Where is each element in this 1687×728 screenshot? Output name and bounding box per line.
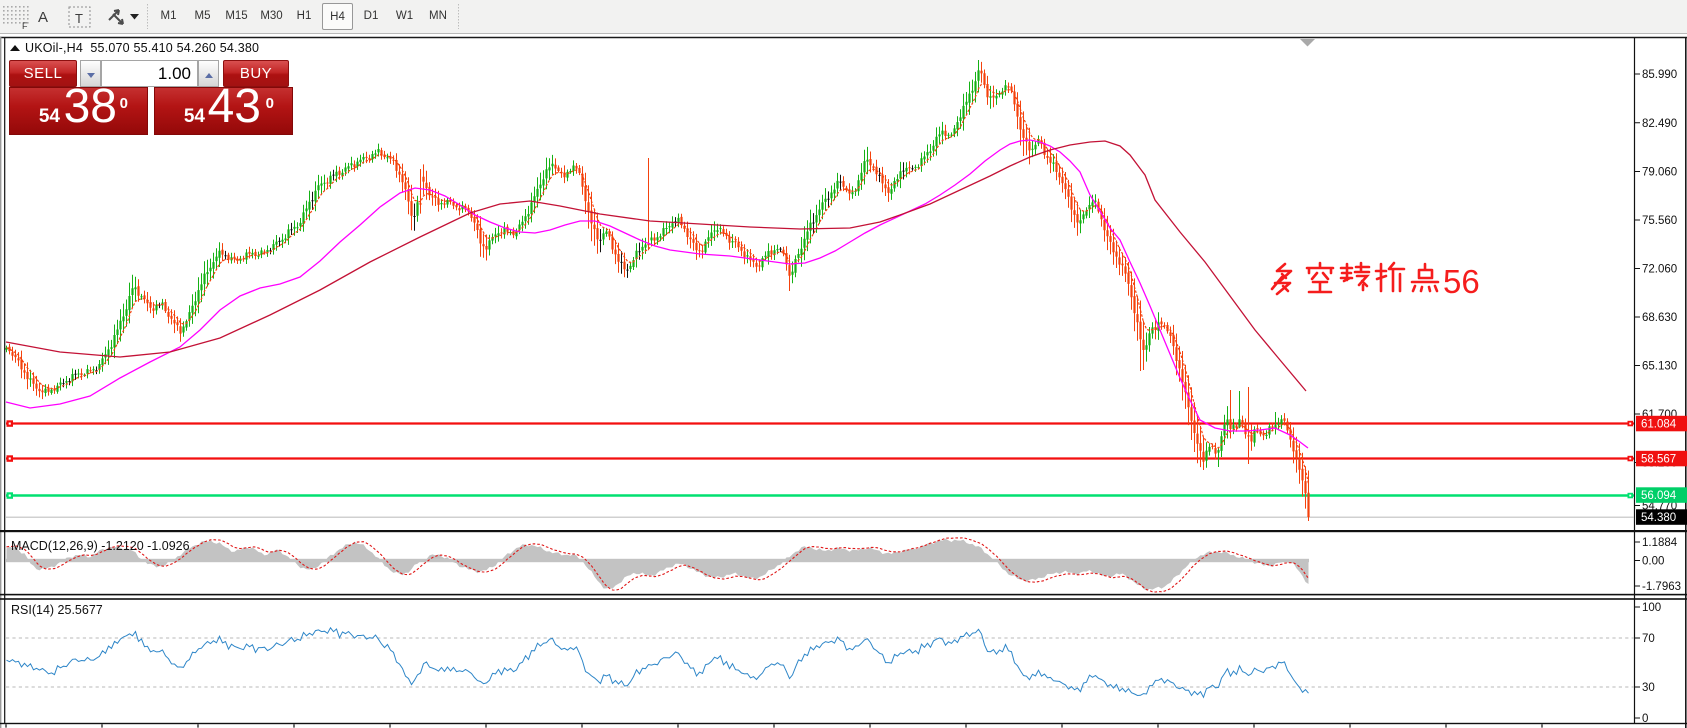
svg-text:F: F xyxy=(22,21,28,31)
svg-text:70: 70 xyxy=(1642,633,1655,645)
svg-text:79.060: 79.060 xyxy=(1642,167,1677,179)
svg-text:85.990: 85.990 xyxy=(1642,69,1677,81)
svg-text:A: A xyxy=(38,9,48,26)
svg-text:1.1884: 1.1884 xyxy=(1642,537,1678,549)
svg-text:61.084: 61.084 xyxy=(1641,419,1677,431)
svg-text:T: T xyxy=(75,11,83,26)
svg-text:75.560: 75.560 xyxy=(1642,215,1677,227)
svg-text:100: 100 xyxy=(1642,602,1661,614)
svg-text:54.380: 54.380 xyxy=(1641,512,1676,524)
svg-text:RSI(14) 25.5677: RSI(14) 25.5677 xyxy=(11,603,103,617)
svg-text:MACD(12,26,9) -1.2120 -1.0926: MACD(12,26,9) -1.2120 -1.0926 xyxy=(11,539,190,553)
svg-text:68.630: 68.630 xyxy=(1642,312,1677,324)
svg-text:-1.7963: -1.7963 xyxy=(1642,581,1681,593)
svg-text:30: 30 xyxy=(1642,682,1655,694)
svg-text:0: 0 xyxy=(1642,713,1648,725)
svg-text:58.567: 58.567 xyxy=(1641,454,1676,466)
svg-text:56: 56 xyxy=(1443,263,1480,300)
svg-text:65.130: 65.130 xyxy=(1642,361,1677,373)
svg-text:82.490: 82.490 xyxy=(1642,118,1677,130)
svg-text:72.060: 72.060 xyxy=(1642,264,1677,276)
svg-text:0.00: 0.00 xyxy=(1642,556,1664,568)
svg-text:56.094: 56.094 xyxy=(1641,490,1677,502)
